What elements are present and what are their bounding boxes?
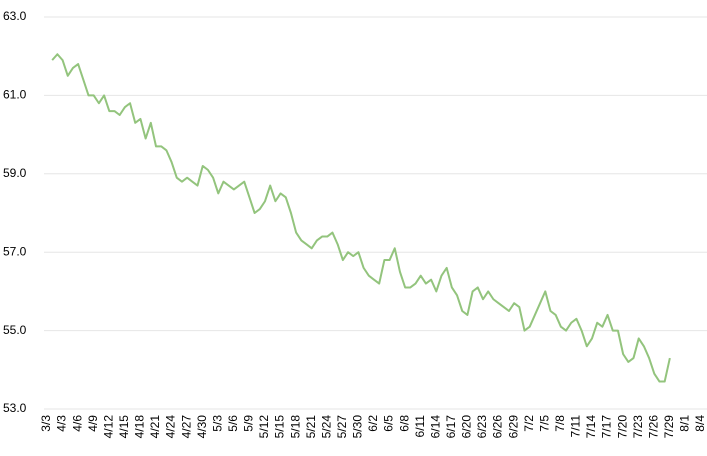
x-tick-label: 5/30 <box>351 415 365 439</box>
x-tick-label: 5/12 <box>257 415 271 439</box>
x-tick-label: 3/3 <box>39 415 53 432</box>
x-tick-label: 6/20 <box>460 415 474 439</box>
x-tick-label: 5/15 <box>273 415 287 439</box>
x-tick-label: 7/17 <box>600 415 614 439</box>
x-tick-label: 5/6 <box>226 415 240 432</box>
x-tick-label: 5/24 <box>319 415 333 439</box>
x-tick-label: 4/15 <box>117 415 131 439</box>
x-tick-label: 4/9 <box>86 415 100 432</box>
x-tick-label: 5/9 <box>242 415 256 432</box>
x-tick-label: 4/12 <box>101 415 115 439</box>
x-tick-label: 8/1 <box>678 415 692 432</box>
x-tick-label: 4/6 <box>70 415 84 432</box>
x-tick-label: 6/5 <box>382 415 396 432</box>
x-tick-label: 5/21 <box>304 415 318 439</box>
x-tick-label: 7/8 <box>553 415 567 432</box>
x-tick-label: 4/21 <box>148 415 162 439</box>
x-tick-label: 6/8 <box>397 415 411 432</box>
x-tick-label: 7/23 <box>631 415 645 439</box>
x-tick-label: 6/23 <box>475 415 489 439</box>
x-tick-label: 7/26 <box>646 415 660 439</box>
y-tick-label: 59.0 <box>3 166 27 180</box>
x-tick-label: 7/2 <box>522 415 536 432</box>
x-tick-label: 5/3 <box>210 415 224 432</box>
x-tick-label: 5/27 <box>335 415 349 439</box>
x-tick-label: 5/18 <box>288 415 302 439</box>
x-tick-label: 6/14 <box>428 415 442 439</box>
x-tick-label: 6/2 <box>366 415 380 432</box>
x-tick-label: 7/14 <box>584 415 598 439</box>
x-tick-label: 6/29 <box>506 415 520 439</box>
x-tick-label: 7/11 <box>569 415 583 438</box>
x-tick-label: 7/5 <box>537 415 551 432</box>
x-tick-label: 4/27 <box>179 415 193 439</box>
x-tick-label: 8/4 <box>693 415 707 432</box>
x-tick-label: 4/30 <box>195 415 209 439</box>
x-tick-label: 7/29 <box>662 415 676 439</box>
y-tick-label: 61.0 <box>3 88 27 102</box>
x-tick-label: 4/24 <box>164 415 178 439</box>
y-tick-label: 53.0 <box>3 401 27 415</box>
x-tick-label: 6/26 <box>491 415 505 439</box>
y-tick-label: 63.0 <box>3 9 27 23</box>
x-tick-label: 6/17 <box>444 415 458 439</box>
x-tick-label: 7/20 <box>615 415 629 439</box>
y-tick-label: 57.0 <box>3 244 27 258</box>
line-series <box>51 53 671 383</box>
x-tick-label: 6/11 <box>413 415 427 438</box>
x-tick-label: 4/3 <box>55 415 69 432</box>
y-tick-label: 55.0 <box>3 323 27 337</box>
x-tick-label: 4/18 <box>133 415 147 439</box>
